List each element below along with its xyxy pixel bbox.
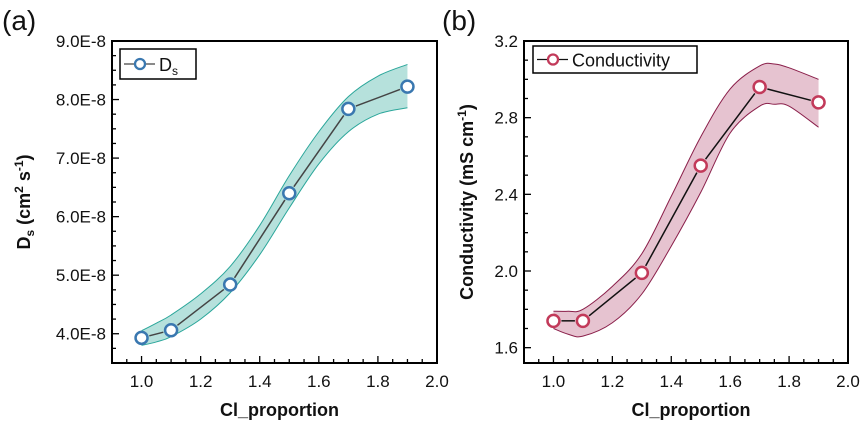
x-tick-label: 1.2: [601, 372, 625, 391]
band-lower-edge: [141, 107, 408, 346]
band-upper-edge: [553, 62, 819, 313]
y-title-main: D: [14, 237, 34, 250]
chart-panel-b: (b) 1.0 1.2 1.4 1.6 1.8 2.0 1.6 2.0 2.4 2.8 3.2 Cl_p…: [442, 5, 860, 420]
x-tick-label: 1.0: [542, 372, 566, 391]
x-axis-title: Cl_proportion: [220, 400, 339, 420]
data-point: [811, 95, 826, 110]
y-title-superscript: -1: [12, 160, 26, 171]
legend-label: Conductivity: [572, 51, 670, 71]
series-line-segment: [767, 88, 811, 102]
y-title-superscript: 2: [12, 186, 26, 193]
series-line-segment: [293, 115, 345, 188]
x-tick-label: 1.6: [307, 372, 331, 391]
y-axis-title: Conductivity (mS cm-1): [455, 104, 477, 300]
panel-label: (a): [2, 5, 36, 36]
x-tick-label: 1.6: [718, 372, 742, 391]
x-tick-label: 1.2: [189, 372, 213, 391]
legend: Conductivity: [532, 45, 698, 74]
y-title-superscript: -1: [455, 110, 469, 121]
x-tick-label: 1.0: [130, 372, 154, 391]
legend-label-main: Conductivity: [572, 51, 670, 71]
x-tick-label: 1.8: [777, 372, 801, 391]
y-axis-title: Ds (cm2 s-1): [12, 154, 37, 249]
x-tick-label: 2.0: [425, 372, 449, 391]
confidence-band: [553, 63, 819, 337]
x-axis-title: Cl_proportion: [632, 400, 751, 420]
y-title-units: ): [457, 104, 477, 110]
y-tick-label: 1.6: [494, 339, 518, 358]
data-point: [163, 322, 179, 338]
y-title-units: (cm: [14, 193, 34, 230]
series-line-segment: [704, 92, 756, 160]
y-tick-label: 2.4: [494, 185, 518, 204]
series-line-segment: [176, 288, 225, 326]
y-tick-label: 5.0E-8: [56, 266, 106, 285]
y-tick-label: 4.0E-8: [56, 325, 106, 344]
data-point: [546, 313, 561, 329]
y-title-units: ): [14, 154, 34, 160]
series-line-segment: [149, 331, 164, 337]
legend: Ds: [119, 48, 197, 80]
x-tick-label: 1.8: [366, 372, 390, 391]
x-tick-label: 1.4: [248, 372, 272, 391]
data-point: [693, 158, 708, 173]
panel-label: (b): [442, 5, 476, 36]
data-point: [134, 330, 149, 346]
series-line-segment: [355, 88, 401, 107]
legend-label-main: D: [159, 55, 172, 75]
y-tick-label: 8.0E-8: [56, 91, 106, 110]
y-title-subscript: s: [23, 230, 37, 237]
y-tick-label: 9.0E-8: [56, 32, 106, 51]
band-lower-edge: [553, 102, 819, 338]
y-tick-label: 7.0E-8: [56, 149, 106, 168]
data-point: [282, 185, 297, 201]
y-title-main: Conductivity (mS cm: [457, 121, 477, 300]
y-tick-label: 6.0E-8: [56, 208, 106, 227]
legend-label-subscript: s: [172, 64, 178, 78]
y-tick-label: 2.0: [494, 262, 518, 281]
data-point: [634, 265, 650, 281]
series-line-segment: [233, 199, 286, 279]
y-title-units: s: [14, 171, 34, 186]
x-tick-label: 2.0: [836, 372, 860, 391]
legend-marker: [546, 53, 560, 66]
y-tick-label: 2.8: [494, 109, 518, 128]
x-tick-label: 1.4: [659, 372, 683, 391]
data-point: [341, 101, 356, 117]
confidence-band: [141, 64, 408, 346]
legend-label: Ds: [159, 55, 178, 78]
data-point: [752, 79, 767, 95]
band-upper-edge: [141, 63, 408, 332]
legend-marker: [133, 57, 147, 71]
chart-panel-a: (a) 1.0 1.2 1.4 1.6 1.8 2.0 4.0E-8 5.0E-8 6.0E-8 7…: [2, 5, 449, 420]
y-tick-label: 3.2: [494, 32, 518, 51]
series-line-segment: [645, 172, 698, 267]
data-point: [400, 79, 415, 94]
series-line-segment: [588, 277, 637, 317]
data-point: [575, 313, 591, 329]
data-point: [222, 277, 238, 292]
